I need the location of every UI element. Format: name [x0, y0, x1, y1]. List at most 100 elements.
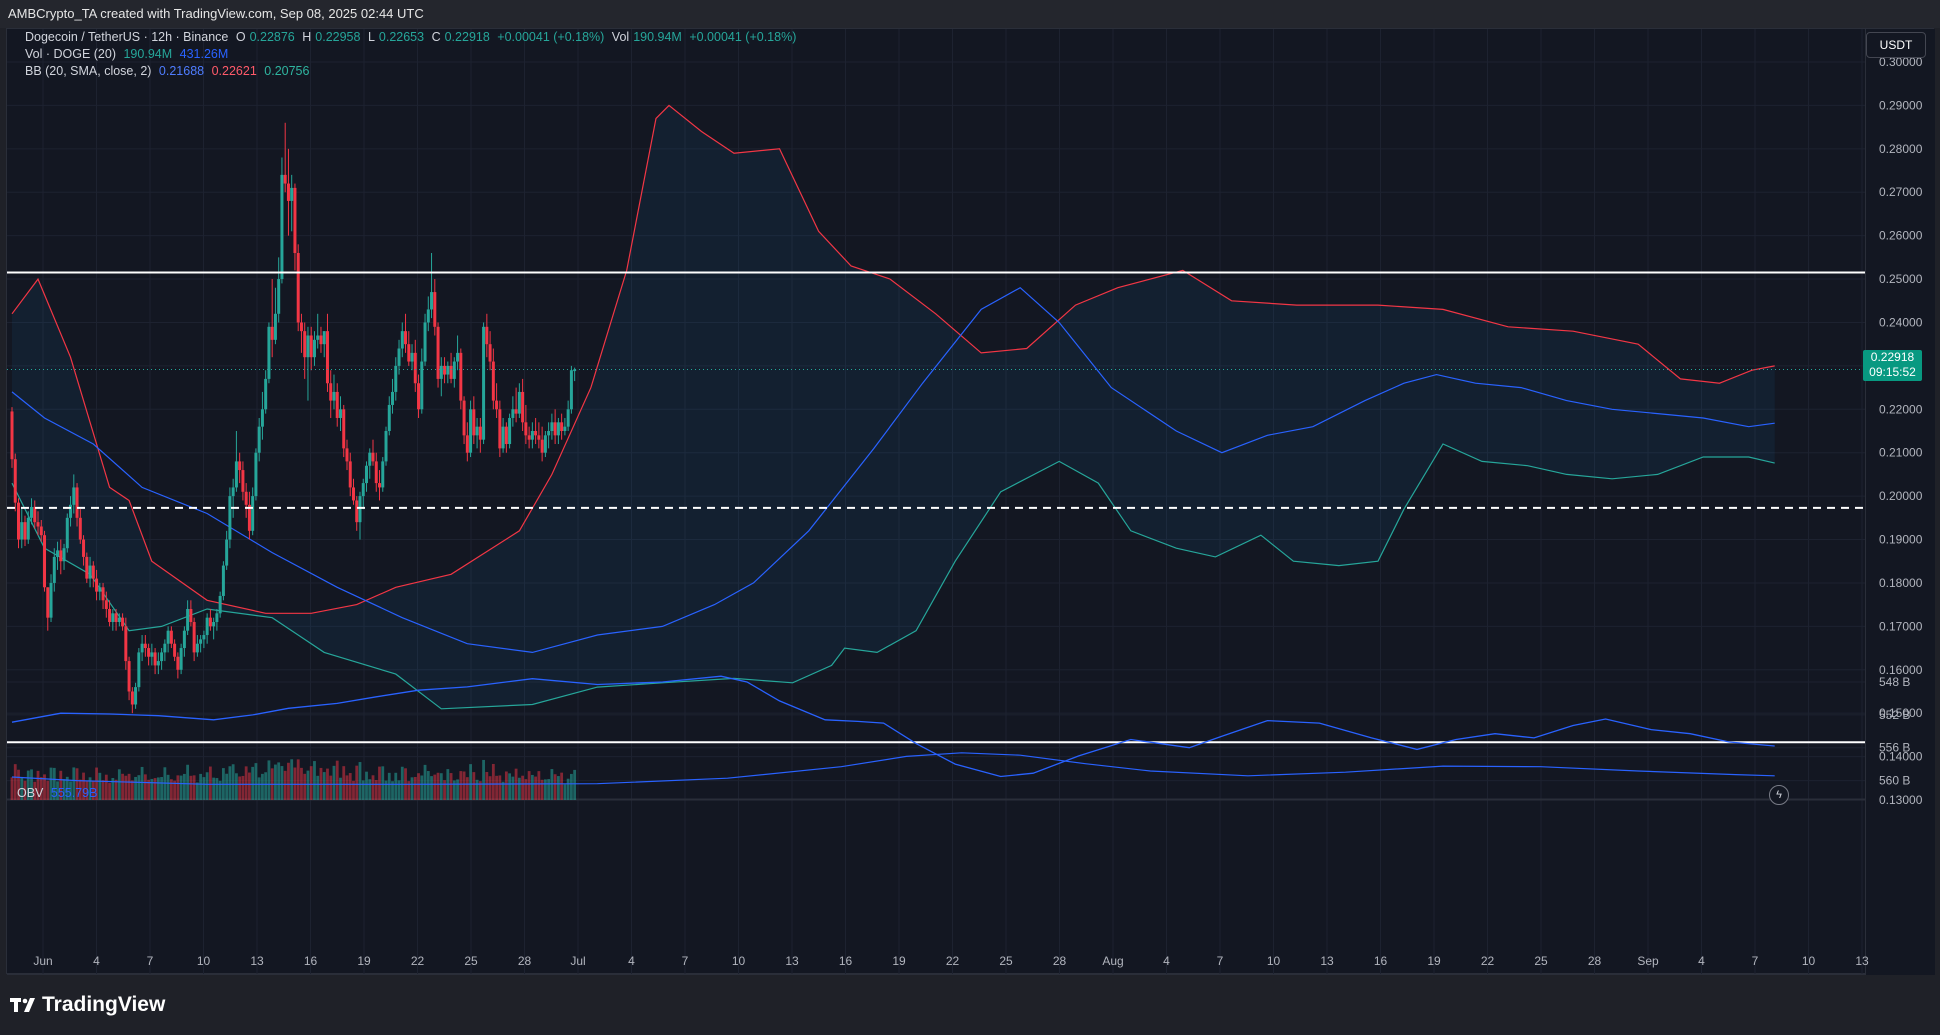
bb-lower-value: 0.20756: [264, 64, 310, 78]
candle-body: [332, 391, 336, 401]
time-tick-label: 4: [93, 954, 100, 968]
obv-tick-label: 560 B: [1879, 774, 1910, 788]
volume-bar: [59, 770, 63, 800]
volume-bar: [225, 773, 229, 800]
bb-indicator-name[interactable]: BB (20, SMA, close, 2): [25, 64, 152, 78]
volume-bar: [231, 764, 235, 800]
time-tick-label: 22: [946, 954, 960, 968]
candle-body: [469, 409, 473, 453]
volume-bar: [283, 770, 287, 800]
candle-body: [436, 326, 440, 379]
candle-body: [156, 661, 160, 666]
chart-canvas[interactable]: 0.30000 0.29000 0.28000 0.27000 0.26000 0.250…: [7, 29, 1935, 975]
candle-body: [495, 400, 499, 410]
bb-legend[interactable]: BB (20, SMA, close, 2) 0.21688 0.22621 0…: [25, 64, 313, 78]
candle-body: [387, 404, 391, 431]
candle-body: [303, 331, 307, 358]
volume-bar: [215, 778, 219, 800]
volume-bar: [332, 765, 336, 800]
volume-bar: [371, 775, 375, 800]
bb-band-fill: [12, 105, 1775, 709]
volume-bar: [173, 780, 177, 800]
candle-body: [299, 322, 303, 332]
candle-body: [273, 313, 277, 340]
price-tick-label: 0.30000: [1879, 55, 1923, 69]
candle-body: [150, 652, 154, 657]
candle-body: [192, 622, 196, 653]
price-axis: 0.30000 0.29000 0.28000 0.27000 0.26000 0.250…: [1865, 29, 1935, 975]
chart-frame[interactable]: 0.30000 0.29000 0.28000 0.27000 0.26000 0.250…: [6, 28, 1935, 975]
volume-bar: [433, 774, 437, 800]
candle-body: [43, 535, 47, 588]
candle-body: [423, 322, 427, 362]
tradingview-brand[interactable]: TradingView: [10, 990, 165, 1020]
candle-body: [221, 565, 225, 596]
candle-body: [351, 487, 355, 501]
volume-bar: [114, 779, 118, 800]
volume-bar: [508, 773, 512, 800]
volume-bar: [235, 773, 238, 800]
candle-body: [85, 556, 89, 579]
volume-bar: [439, 773, 443, 800]
candle-body: [202, 635, 206, 640]
volume-bar: [261, 773, 264, 800]
obv-indicator-name[interactable]: OBV: [17, 786, 44, 800]
candle-body: [30, 506, 34, 518]
candle-body: [137, 652, 141, 688]
price-tick-label: 0.29000: [1879, 98, 1923, 112]
time-tick-label: 19: [357, 954, 371, 968]
volume-bar: [134, 776, 137, 800]
candle-body: [517, 391, 521, 414]
volume-value: 190.94M: [123, 47, 173, 61]
volume-bar: [569, 773, 573, 800]
volume-bar: [277, 762, 281, 800]
volume-bar: [153, 778, 157, 800]
tradingview-logo-icon: [10, 998, 35, 1012]
volume-bar: [208, 766, 212, 800]
candle-body: [189, 608, 193, 623]
price-legend[interactable]: Dogecoin / TetherUS · 12h · Binance O 0.2…: [25, 30, 800, 44]
candle-body: [534, 431, 538, 436]
obv-line: [11, 675, 1775, 778]
candle-body: [420, 361, 424, 410]
candle-body: [101, 587, 105, 601]
candle-body: [374, 461, 378, 484]
time-tick-label: 16: [1374, 954, 1388, 968]
volume-bar: [150, 778, 154, 800]
volume-bar: [391, 781, 394, 800]
currency-button[interactable]: USDT: [1866, 32, 1926, 58]
candle-body: [368, 452, 372, 466]
candle-body: [553, 422, 557, 436]
candle-body: [267, 326, 271, 379]
obv-value: 555.79B: [50, 786, 98, 800]
obv-legend[interactable]: OBV 555.79B: [17, 786, 101, 800]
legend-vol-label: Vol: [611, 30, 630, 44]
candle-body: [257, 426, 261, 453]
candle-body: [319, 335, 323, 345]
legend-symbol[interactable]: Dogecoin / TetherUS · 12h · Binance: [25, 30, 229, 44]
candle-body: [329, 383, 333, 401]
candle-body: [488, 344, 492, 362]
volume-indicator-name[interactable]: Vol · DOGE (20): [25, 47, 116, 61]
volume-bar: [511, 776, 515, 800]
candle-body: [163, 643, 167, 653]
volume-bar: [306, 770, 310, 800]
lightning-icon[interactable]: ϟ: [1769, 785, 1789, 805]
candle-body: [573, 369, 577, 372]
candle-body: [166, 630, 170, 644]
candle-body: [556, 422, 560, 436]
volume-bar: [556, 776, 560, 800]
candle-body: [208, 617, 212, 627]
candle-body: [218, 595, 222, 614]
time-tick-label: Sep: [1637, 954, 1659, 968]
candle-body: [407, 344, 411, 362]
candle-body: [78, 517, 82, 540]
candle-body: [371, 452, 375, 462]
candle-body: [270, 326, 274, 340]
volume-bar: [238, 776, 242, 800]
volume-legend[interactable]: Vol · DOGE (20) 190.94M 431.26M: [25, 47, 232, 61]
volume-bar: [547, 779, 551, 800]
candle-body: [433, 292, 437, 327]
volume-bar: [495, 775, 498, 800]
candle-body: [358, 496, 362, 523]
